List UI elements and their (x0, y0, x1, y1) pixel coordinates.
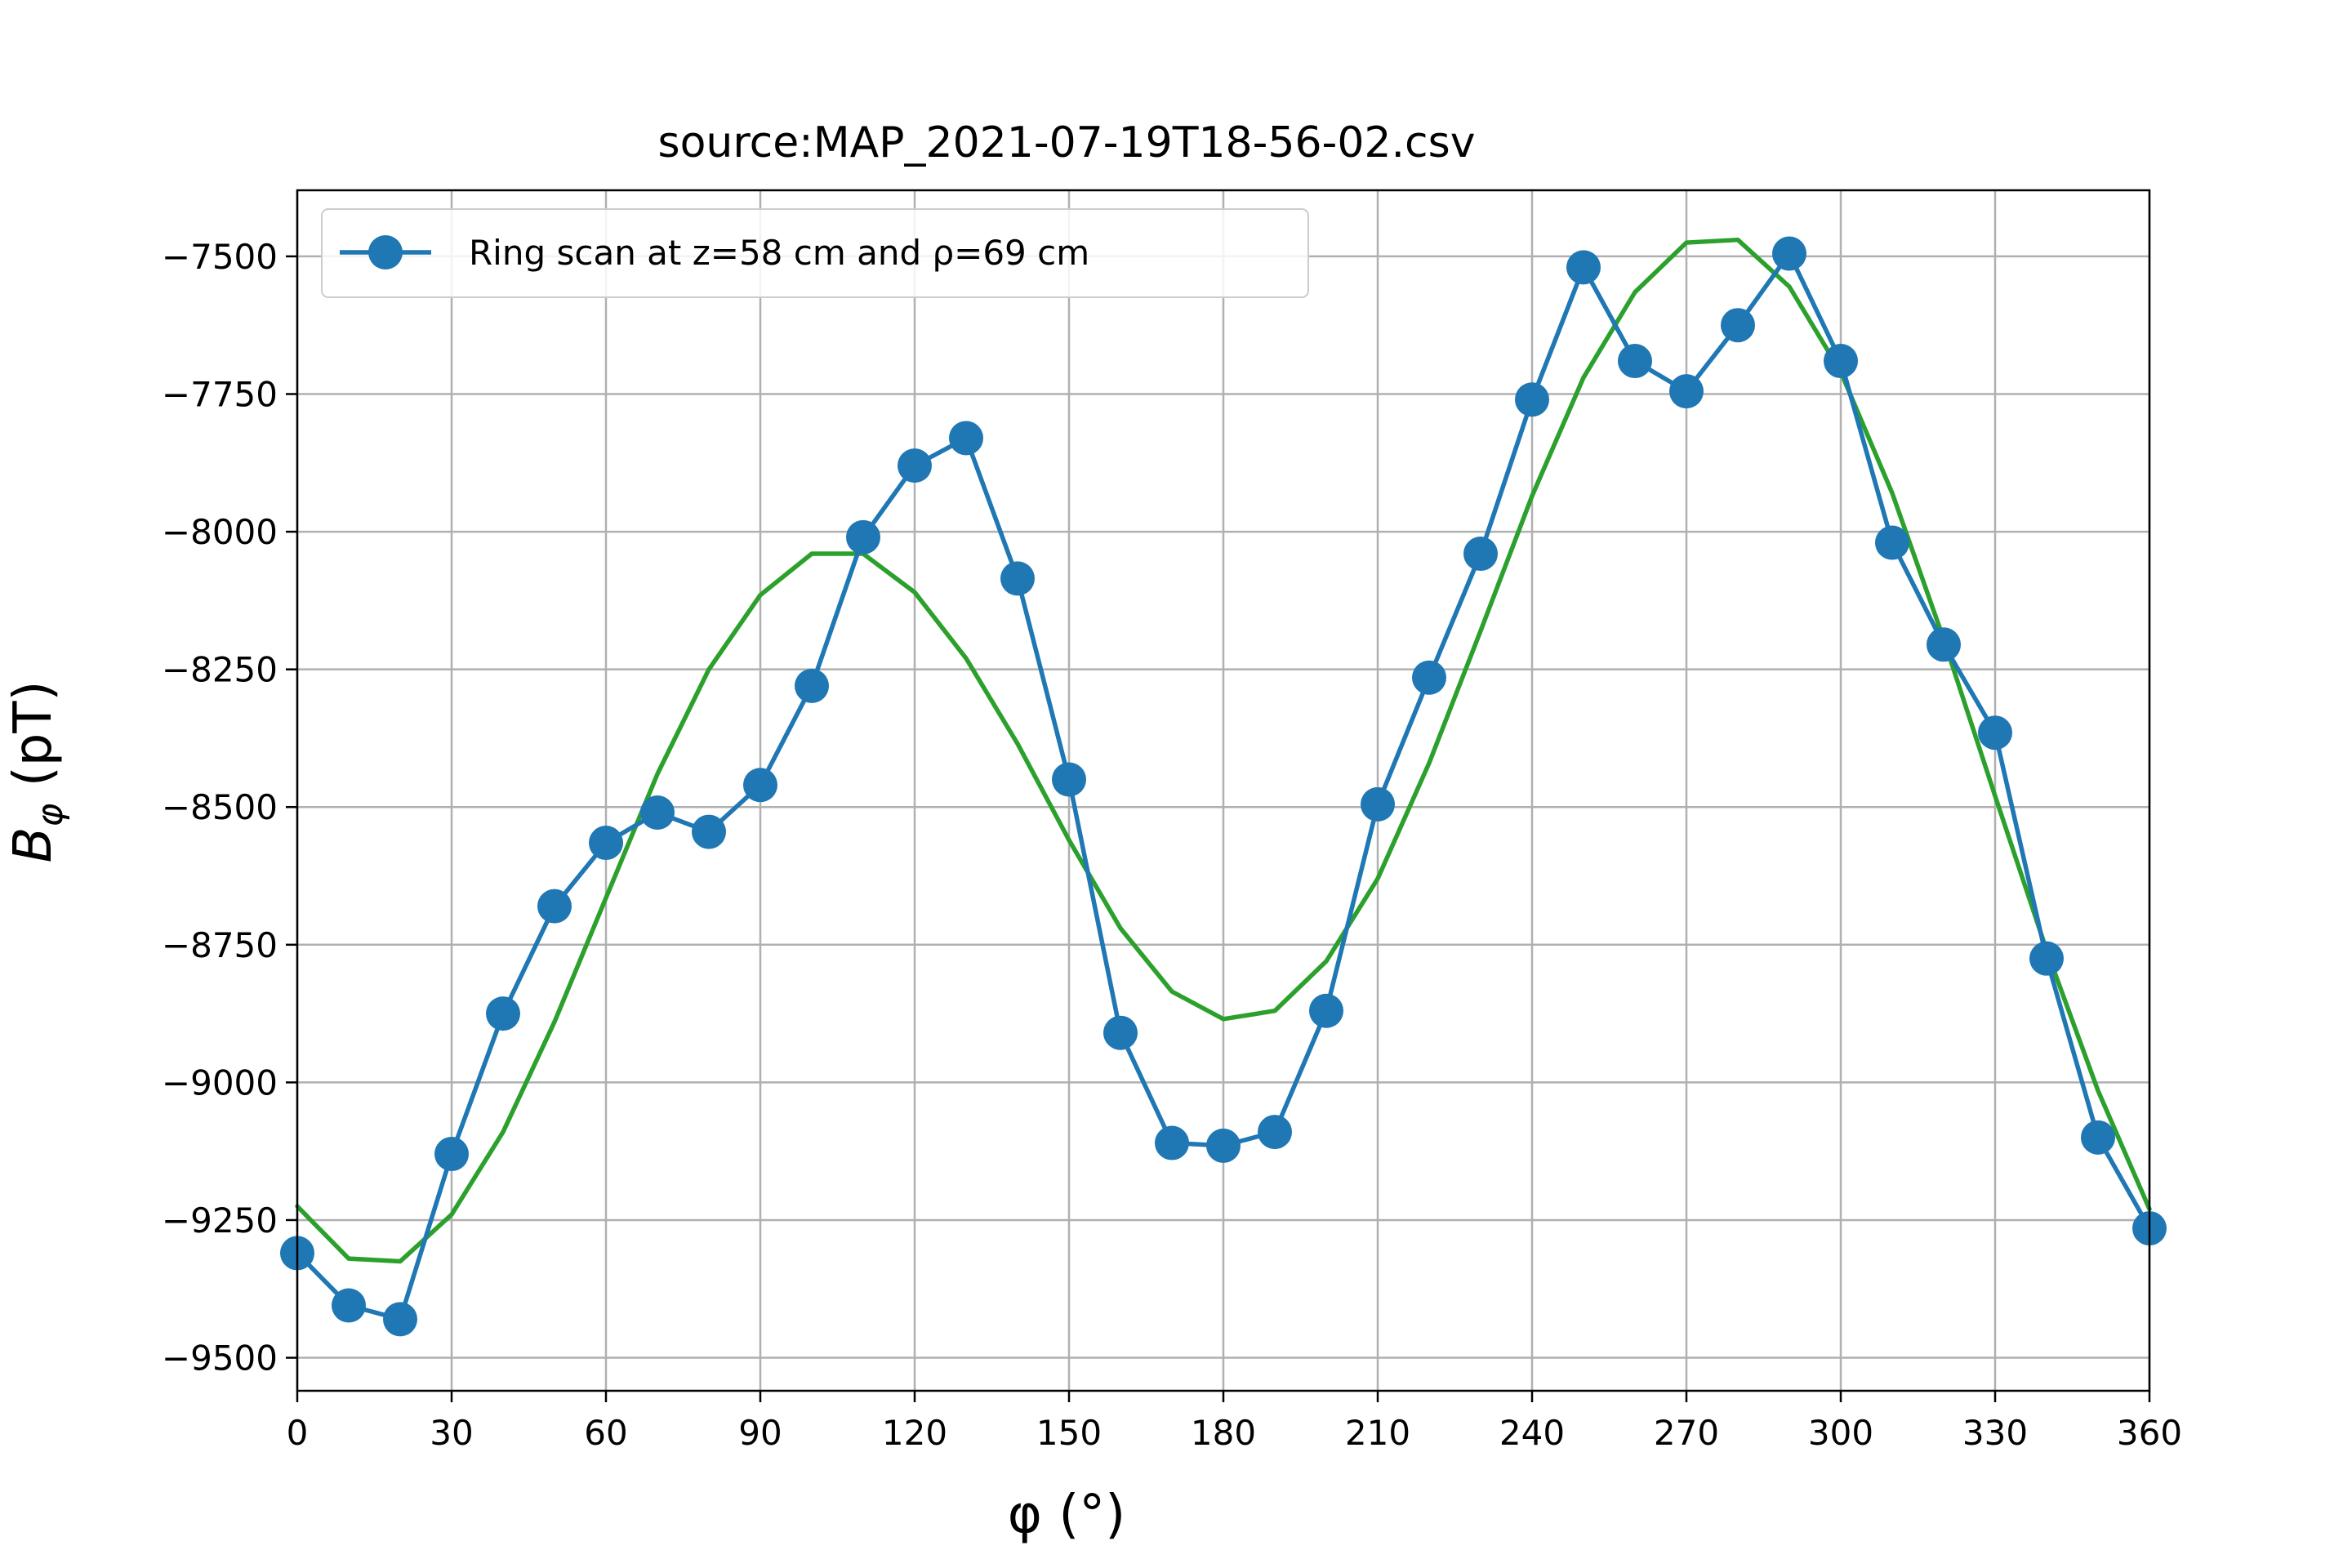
ring-scan-point (332, 1288, 366, 1323)
ring-scan-point (1875, 525, 1909, 560)
legend-label-ring-scan: Ring scan at z=58 cm and ρ=69 cm (469, 233, 1089, 273)
y-tick-label: −9250 (162, 1200, 278, 1241)
ring-scan-point (949, 421, 983, 456)
ring-scan-point (2029, 941, 2064, 976)
y-tick-label: −7750 (162, 374, 278, 414)
x-tick-label: 330 (1962, 1413, 2028, 1453)
legend-box (321, 208, 1309, 298)
ring-scan-point (692, 814, 726, 849)
x-axis: 0 30 60 90 120 150 180 210 240 270 300 330 360 (287, 1391, 2182, 1453)
ring-scan-point (1412, 660, 1446, 695)
ring-scan-point (1772, 236, 1806, 271)
ring-scan-point (1052, 762, 1086, 797)
ring-scan-point (383, 1302, 417, 1337)
x-tick-label: 90 (738, 1413, 782, 1453)
y-tick-label: −9000 (162, 1062, 278, 1102)
ring-scan-point (537, 889, 572, 924)
y-tick-label: −8750 (162, 925, 278, 965)
y-tick-label: −8000 (162, 512, 278, 552)
y-tick-label: −7500 (162, 237, 278, 277)
ring-scan-point (1361, 786, 1395, 822)
ring-scan-point (846, 519, 880, 555)
x-tick-label: 270 (1654, 1413, 1719, 1453)
ring-scan-point (640, 795, 675, 830)
ring-scan-point (1618, 344, 1652, 379)
x-tick-label: 120 (882, 1413, 947, 1453)
y-axis-title-main: B (3, 827, 64, 863)
ring-scan-point (795, 668, 829, 703)
ring-scan-point (1515, 382, 1549, 417)
x-tick-label: 150 (1036, 1413, 1102, 1453)
legend-marker-swatch (368, 235, 403, 270)
ring-scan-point (1721, 308, 1755, 343)
y-tick-label: −8500 (162, 787, 278, 827)
x-axis-title: φ (°) (1008, 1485, 1126, 1545)
ring-scan-point (1978, 715, 2012, 751)
ring-scan-point (1566, 250, 1601, 285)
ring-scan-point (743, 768, 777, 803)
ring-scan-point (1927, 627, 1961, 662)
ring-scan-point (1258, 1115, 1292, 1150)
x-tick-label: 240 (1499, 1413, 1565, 1453)
y-axis-title-subscript: φ (29, 804, 71, 827)
y-tick-label: −8250 (162, 650, 278, 690)
ring-scan-point (1103, 1015, 1138, 1050)
ring-scan-point (1463, 537, 1498, 572)
y-axis-title: Bφ (pT) (3, 681, 71, 863)
y-axis-title-unit: (pT) (3, 681, 64, 804)
x-tick-label: 0 (287, 1413, 309, 1453)
x-tick-label: 60 (584, 1413, 627, 1453)
x-tick-label: 210 (1345, 1413, 1410, 1453)
chart-title: source:MAP_2021-07-19T18-56-02.csv (658, 118, 1476, 167)
x-tick-label: 180 (1191, 1413, 1256, 1453)
ring-scan-point (1000, 561, 1035, 596)
y-axis: −7500 −7750 −8000 −8250 −8500 −8750 −9000 −9250… (162, 237, 297, 1379)
ring-scan-point (2081, 1120, 2115, 1155)
series-layer (280, 236, 2167, 1337)
legend: Ring scan at z=58 cm and ρ=69 cm (321, 208, 1309, 298)
y-tick-label: −9500 (162, 1339, 278, 1379)
x-tick-label: 30 (430, 1413, 473, 1453)
ring-scan-point (1206, 1128, 1241, 1163)
ring-scan-point (1824, 344, 1858, 379)
ring-scan-point (486, 996, 520, 1031)
x-tick-label: 300 (1808, 1413, 1873, 1453)
series-ring-scan (280, 236, 2167, 1337)
x-tick-label: 360 (2117, 1413, 2182, 1453)
ring-scan-point (1309, 993, 1343, 1028)
ring-scan-point (898, 448, 932, 483)
ring-scan-point (1669, 374, 1704, 409)
ring-scan-point (589, 826, 623, 861)
ring-scan-point (1155, 1125, 1189, 1160)
ring-scan-point (434, 1137, 469, 1172)
